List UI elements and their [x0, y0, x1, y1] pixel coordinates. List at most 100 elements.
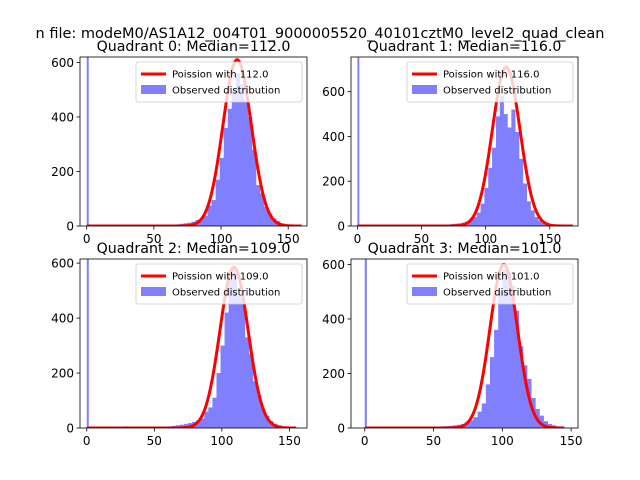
y-tick-label: 0: [337, 421, 345, 435]
axes-frame: [79, 258, 308, 429]
y-tick-label: 400: [51, 110, 74, 124]
histogram-bar: [526, 201, 531, 226]
histogram-bar: [465, 422, 470, 428]
histogram-bar: [469, 420, 474, 428]
x-tick-label: 150: [277, 232, 300, 246]
y-tick-label: 0: [66, 421, 74, 435]
panel-2: 0 50 100 150 0 200 400 600 Quadrant 2: Median=10…: [51, 241, 308, 448]
histogram-bar: [476, 212, 481, 226]
legend-label-fit: Poission with 101.0: [443, 272, 539, 283]
histogram-bar: [265, 415, 270, 428]
histogram-bar: [522, 183, 528, 226]
panel-title: Quadrant 1: Median=116.0: [368, 39, 562, 55]
histogram-bar: [511, 109, 516, 226]
y-tick-label: 400: [322, 312, 345, 326]
histogram-bar: [227, 108, 233, 226]
histogram-bar: [235, 73, 241, 226]
histogram-bar: [255, 185, 261, 226]
histogram-bar: [484, 187, 489, 226]
histogram-bar: [244, 337, 250, 428]
histogram-bar: [247, 116, 253, 226]
histogram-bar: [251, 149, 257, 226]
panel-3: 0 50 100 150 0 200 400 600 Quadrant 3: Median=10…: [322, 241, 582, 448]
legend: Poission with 101.0 Observed distribution: [406, 263, 574, 305]
histogram-bar: [506, 272, 511, 428]
histogram-bar: [223, 127, 229, 226]
histogram-bar: [208, 407, 213, 428]
x-tick-label: 0: [83, 232, 91, 246]
histogram-bar: [485, 384, 491, 428]
histogram-bar: [522, 365, 528, 428]
panel-title: Quadrant 3: Median=101.0: [368, 241, 562, 257]
histogram-bar: [204, 411, 209, 428]
plot-area: [363, 259, 566, 428]
legend-box: [135, 61, 303, 103]
x-tick-label: 50: [146, 232, 161, 246]
x-tick-label: 100: [491, 434, 514, 448]
poisson-fit-line: [363, 262, 566, 428]
x-tick-label: 50: [414, 232, 429, 246]
histogram-bar: [480, 203, 485, 226]
figure-suptitle: n file: modeM0/AS1A12_004T01_9000005520_…: [36, 26, 605, 42]
legend-bar-swatch: [141, 85, 166, 94]
legend-box: [406, 61, 574, 103]
legend-box: [406, 263, 574, 305]
legend-label-fit: Poission with 109.0: [172, 272, 268, 283]
histogram-bar: [207, 205, 212, 226]
histogram-bar: [534, 217, 539, 226]
histogram-bar: [268, 213, 273, 226]
histogram-bar: [259, 193, 265, 226]
histogram-bar: [212, 397, 217, 428]
histogram-bar: [515, 131, 520, 226]
histogram-bar: [248, 353, 254, 428]
poisson-fit-line: [85, 58, 303, 226]
histogram-bar: [481, 403, 487, 428]
y-tick-label: 200: [322, 175, 345, 189]
histogram-bar: [502, 269, 507, 428]
poisson-fit-line: [356, 65, 574, 226]
histogram-bar: [489, 357, 495, 428]
plot-area: [85, 259, 298, 428]
histogram-bar: [518, 346, 524, 428]
y-tick-label: 600: [51, 256, 74, 270]
histogram-bar: [219, 157, 225, 226]
histogram-bar: [224, 312, 229, 428]
histogram-bar: [216, 373, 221, 428]
histogram-bar: [86, 57, 89, 226]
y-tick-label: 400: [322, 130, 345, 144]
histogram-bar: [543, 421, 549, 428]
x-tick-label: 100: [210, 232, 233, 246]
panel-0: 0 50 100 150 0 200 400 600 Quadrant 0: Median=11…: [51, 39, 308, 246]
histogram-bar: [199, 218, 204, 226]
histogram-bar: [477, 411, 482, 428]
histogram-bar: [488, 167, 493, 226]
plot-area: [356, 57, 574, 226]
y-tick-label: 600: [322, 85, 345, 99]
histogram-bar: [495, 116, 501, 226]
histogram-bar: [507, 127, 512, 226]
histogram-bar: [503, 114, 508, 226]
y-tick-label: 0: [337, 219, 345, 233]
histogram-bar: [200, 418, 205, 428]
histogram-bar: [261, 408, 266, 428]
legend-label-observed: Observed distribution: [443, 288, 551, 299]
histogram-bar: [538, 220, 543, 226]
x-tick-label: 0: [361, 434, 369, 448]
legend-bar-swatch: [141, 287, 166, 296]
x-tick-label: 50: [426, 434, 441, 448]
legend: Poission with 112.0 Observed distribution: [135, 61, 303, 103]
histogram-bar: [468, 219, 474, 226]
x-tick-label: 50: [147, 434, 162, 448]
legend: Poission with 116.0 Observed distribution: [406, 61, 574, 103]
histogram-bar: [510, 286, 516, 428]
y-tick-label: 600: [51, 56, 74, 70]
histogram-bar: [257, 395, 262, 428]
legend-label-observed: Observed distribution: [172, 288, 280, 299]
legend-label-observed: Observed distribution: [443, 86, 551, 97]
histogram-bar: [364, 259, 367, 428]
y-tick-label: 400: [51, 311, 74, 325]
histogram-bar: [499, 96, 504, 226]
x-tick-label: 100: [210, 434, 233, 448]
histogram-bar: [236, 296, 242, 428]
